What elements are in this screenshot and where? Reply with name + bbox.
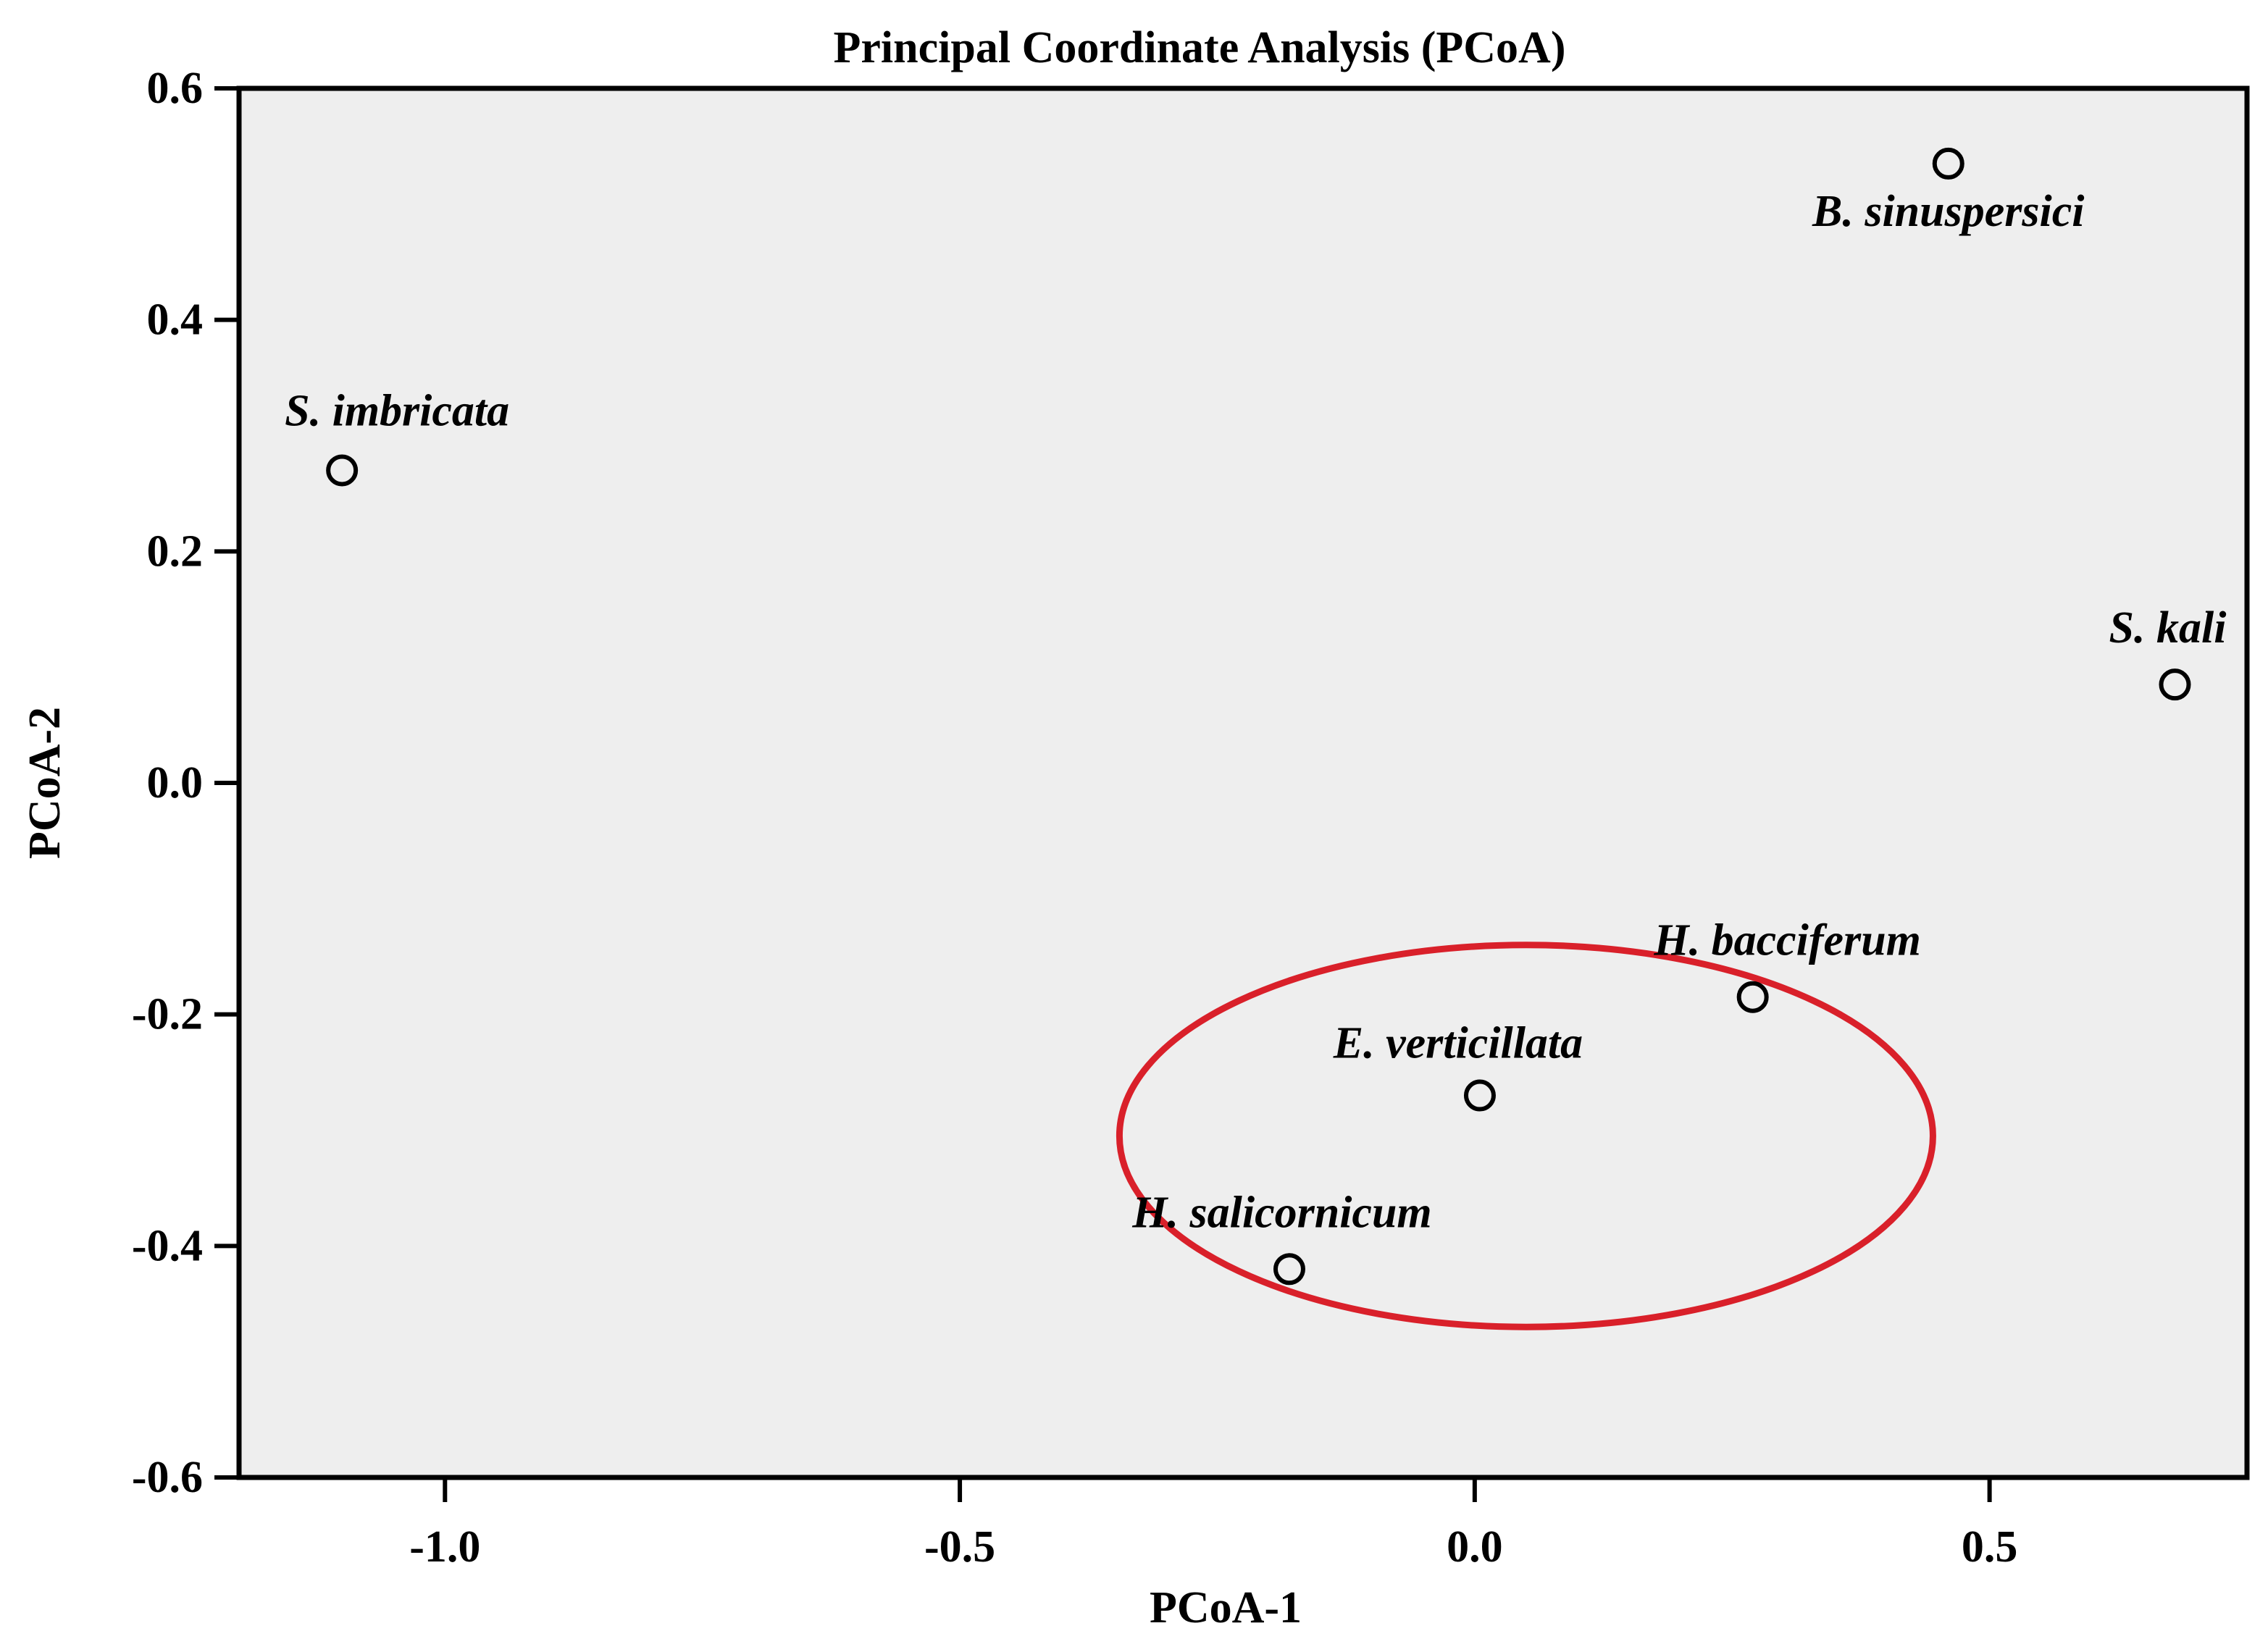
data-point — [1463, 1079, 1496, 1112]
data-point — [326, 454, 359, 487]
point-label: S. kali — [2109, 603, 2227, 653]
chart-title: Principal Coordinate Analysis (PCoA) — [834, 23, 1566, 72]
y-tick-label: 0.2 — [147, 527, 204, 576]
y-tick-label: 0.6 — [147, 64, 204, 113]
data-point — [1273, 1253, 1305, 1286]
y-tick-label: -0.2 — [132, 990, 203, 1039]
y-tick-label: 0.0 — [147, 758, 204, 808]
point-label: H. bacciferum — [1653, 916, 1921, 965]
point-label: E. verticillata — [1333, 1019, 1583, 1068]
x-tick-label: 0.0 — [1447, 1522, 1503, 1572]
data-point — [1736, 981, 1769, 1013]
point-label: B. sinuspersici — [1812, 187, 2085, 236]
point-label: S. imbricata — [285, 386, 509, 435]
x-axis-label: PCoA-1 — [1150, 1583, 1302, 1632]
highlight-ellipse — [1116, 942, 1936, 1330]
x-tick-label: -1.0 — [409, 1522, 480, 1572]
y-tick-label: -0.6 — [132, 1453, 203, 1502]
data-point — [2159, 668, 2191, 701]
y-tick-label: -0.4 — [132, 1221, 203, 1270]
data-points: B. sinuspersici S. imbricata S. kali H. bac… — [285, 147, 2227, 1286]
y-tick-label: 0.4 — [147, 295, 204, 345]
y-axis-label: PCoA-2 — [20, 707, 70, 859]
y-axis-ticks: 0.6 0.4 0.2 0.0 -0.2 -0.4 -0.6 — [132, 64, 239, 1502]
data-point — [1932, 147, 1964, 180]
x-axis-ticks: -1.0 -0.5 0.0 0.5 — [409, 1477, 2017, 1572]
x-tick-label: 0.5 — [1962, 1522, 2018, 1572]
x-tick-label: -0.5 — [924, 1522, 995, 1572]
point-label: H. salicornicum — [1131, 1188, 1431, 1237]
plot-area — [236, 85, 2250, 1480]
